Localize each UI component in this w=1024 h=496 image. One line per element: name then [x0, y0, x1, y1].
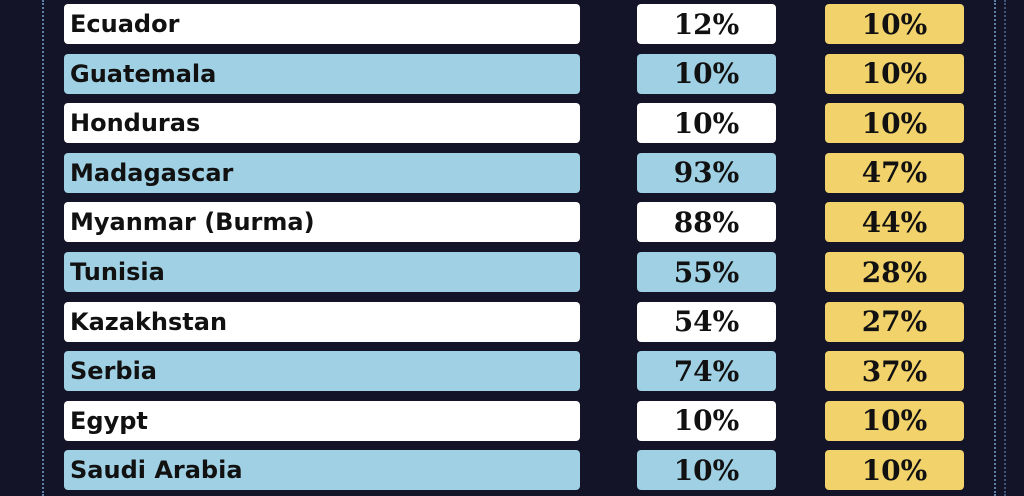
country-cell: Kazakhstan	[64, 301, 580, 342]
percentage-highlight-cell: 44%	[825, 202, 964, 243]
table-row: Serbia 74% 37%	[64, 351, 964, 392]
percentage-cell: 10%	[637, 450, 776, 491]
percentage-highlight-cell: 37%	[825, 351, 964, 392]
percentage-cell: 93%	[637, 152, 776, 193]
percentage-highlight-cell: 10%	[825, 400, 964, 441]
table-row: Saudi Arabia 10% 10%	[64, 450, 964, 491]
country-cell: Egypt	[64, 400, 580, 441]
percentage-highlight-cell: 10%	[825, 103, 964, 144]
percentage-cell: 12%	[637, 4, 776, 44]
table-row: Guatemala 10% 10%	[64, 53, 964, 94]
percentage-highlight-cell: 10%	[825, 450, 964, 491]
country-cell: Tunisia	[64, 252, 580, 292]
table-row: Egypt 10% 10%	[64, 400, 964, 441]
percentage-cell: 54%	[637, 301, 776, 342]
percentage-highlight-cell: 28%	[825, 252, 964, 292]
table-row: Kazakhstan 54% 27%	[64, 301, 964, 342]
country-cell: Madagascar	[64, 152, 580, 193]
country-cell: Guatemala	[64, 53, 580, 94]
country-cell: Honduras	[64, 103, 580, 144]
percentage-cell: 55%	[637, 252, 776, 292]
table-row: Madagascar 93% 47%	[64, 152, 964, 193]
table-row: Myanmar (Burma) 88% 44%	[64, 202, 964, 243]
country-cell: Saudi Arabia	[64, 450, 580, 491]
country-cell: Myanmar (Burma)	[64, 202, 580, 243]
percentage-highlight-cell: 27%	[825, 301, 964, 342]
percentage-highlight-cell: 47%	[825, 152, 964, 193]
percentage-highlight-cell: 10%	[825, 53, 964, 94]
percentage-cell: 10%	[637, 53, 776, 94]
country-cell: Ecuador	[64, 4, 580, 44]
percentage-cell: 74%	[637, 351, 776, 392]
table-row: Honduras 10% 10%	[64, 103, 964, 144]
table-row: Tunisia 55% 28%	[64, 252, 964, 292]
percentage-cell: 10%	[637, 103, 776, 144]
table-row: Ecuador 12% 10%	[64, 4, 964, 44]
country-cell: Serbia	[64, 351, 580, 392]
dotted-border-right	[994, 0, 996, 496]
percentage-cell: 88%	[637, 202, 776, 243]
percentage-cell: 10%	[637, 400, 776, 441]
percentage-highlight-cell: 10%	[825, 4, 964, 44]
dotted-border-right-outer	[1004, 0, 1006, 496]
dotted-border-left	[42, 0, 44, 496]
